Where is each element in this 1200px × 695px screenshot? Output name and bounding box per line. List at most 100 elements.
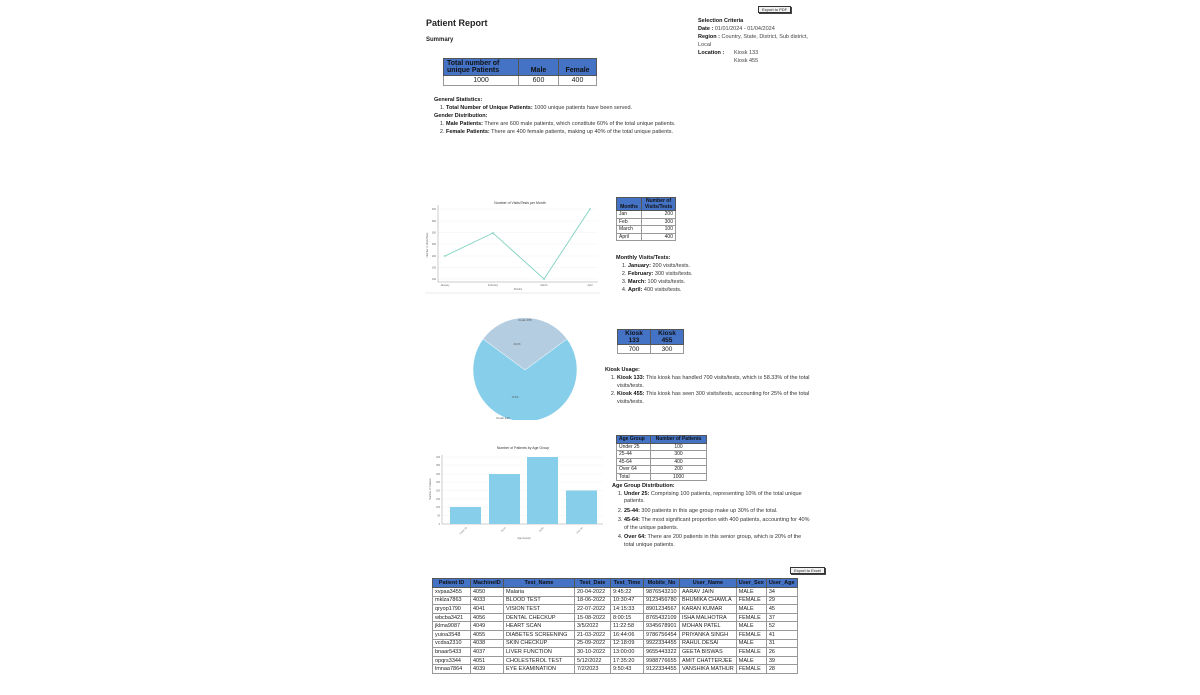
table-row: wbcba3421 4056 DENTAL CHECKUP 15-08-2022 8:0… [432, 612, 798, 623]
pie-slice-kiosk-455 [482, 317, 568, 371]
gender-heading: Gender Distribution: [434, 113, 488, 119]
svg-text:Kiosk 133: Kiosk 133 [496, 416, 510, 420]
age-group-table: Age Group Number of Patients Under 25 100… [616, 435, 707, 481]
svg-text:70.0%: 70.0% [511, 396, 519, 399]
summary-heading: Summary [426, 37, 454, 43]
date-value: 01/01/2024 - 01/04/2024 [714, 26, 775, 32]
table-row: jklma9087 4049 HEART SCAN 3/5/2022 11:22:58 9… [432, 621, 798, 631]
pie-chart-kiosk-usage: Kiosk 455 30.0% 70.0% Kiosk 133 [472, 317, 578, 420]
table-row: Over 64 200 [616, 465, 707, 474]
male-value: 600 [518, 75, 559, 86]
list-item: Over 64: There are 200 patients in this … [624, 534, 812, 549]
bar-chart-title: Number of Patients by Age Group [497, 446, 549, 450]
table-row: xvpaa3455 4050 Malaria 20-04-2022 9:45:22 987… [432, 587, 798, 597]
svg-text:150: 150 [436, 499, 441, 501]
bar-45-64 [527, 457, 558, 524]
svg-text:April: April [587, 284, 592, 287]
list-item: January: 200 visits/tests. [628, 262, 806, 270]
date-label: Date : [698, 26, 714, 32]
bar-over-64 [566, 490, 597, 524]
table-row: March 100 [616, 225, 676, 234]
pie-slice-kiosk-133 [472, 338, 578, 420]
svg-text:300: 300 [436, 474, 441, 476]
page-title: Patient Report [426, 18, 488, 28]
bar-chart-patients-by-age: Number of Patients by Age Group 400 350 30… [429, 446, 603, 540]
svg-text:0: 0 [439, 524, 441, 526]
svg-text:400: 400 [432, 208, 437, 211]
svg-text:Kiosk 455: Kiosk 455 [518, 318, 532, 322]
th-user-age: User_Age [765, 578, 798, 588]
th-user-sex: User_Sex [735, 578, 767, 588]
bar-25-44 [489, 474, 520, 524]
general-statistics-heading: General Statistics: [434, 97, 483, 103]
table-row: mklza7863 4033 BLOOD TEST 18-06-2022 10:30:4… [432, 595, 798, 606]
th-female: Female [558, 58, 597, 76]
svg-text:250: 250 [436, 482, 441, 484]
svg-text:30.0%: 30.0% [513, 343, 521, 346]
svg-text:Age Groups: Age Groups [517, 537, 531, 540]
svg-text:Over 64: Over 64 [576, 526, 584, 534]
export-excel-button[interactable]: Export to Excel [790, 567, 825, 574]
total-unique-value: 1000 [443, 75, 519, 86]
th-patient-id: Patient ID [432, 578, 471, 588]
svg-text:50: 50 [437, 516, 440, 518]
table-row: lmnaa7864 4039 EYE EXAMINATION 7/2/2023 9:50… [432, 664, 798, 674]
export-pdf-button[interactable]: Export to PDF [758, 6, 792, 13]
gender-item-male: Male Patients: There are 600 male patien… [446, 120, 764, 128]
list-item: February: 300 visits/tests. [628, 270, 806, 278]
general-statistics: General Statistics: Total Number of Uniq… [434, 96, 764, 136]
line-chart-visits-per-month: Number of Visits/Tests per Month 400 350 3… [425, 201, 600, 294]
th-total-unique: Total number of unique Patients [443, 58, 519, 76]
bar-under-25 [450, 507, 481, 524]
table-row: vcdsa2310 4038 SKIN CHECKUP 25-09-2022 12:18… [432, 638, 798, 649]
monthly-heading: Monthly Visits/Tests: [616, 255, 671, 261]
table-row: 25-44 300 [616, 450, 707, 459]
svg-text:Under 25: Under 25 [459, 526, 468, 535]
svg-text:March: March [541, 284, 549, 287]
svg-text:100: 100 [432, 278, 437, 281]
age-heading: Age Group Distribution: [612, 483, 675, 489]
svg-text:January: January [441, 284, 451, 287]
list-item: April: 400 visits/tests. [628, 286, 806, 294]
monthly-table: Months Number of Visits/Tests Jan 200 Feb… [616, 197, 676, 241]
svg-text:200: 200 [436, 491, 441, 493]
svg-text:200: 200 [432, 255, 437, 258]
svg-text:400: 400 [436, 457, 441, 459]
th-age-group: Age Group [616, 435, 651, 444]
patients-table: Patient ID MachineID Test_Name Test_Date… [432, 578, 798, 674]
th-kiosk-133: Kiosk 133 [617, 329, 651, 345]
table-row: Total 1000 [616, 472, 707, 481]
table-row: Feb 300 [616, 217, 676, 226]
kiosk-heading: Kiosk Usage: [605, 367, 640, 373]
region-label: Region : [698, 34, 720, 40]
location-label: Location : [698, 50, 725, 56]
list-item: March: 100 visits/tests. [628, 278, 806, 286]
svg-text:350: 350 [436, 465, 441, 467]
list-item: 45-64: The most significant proportion w… [624, 517, 812, 532]
location-kiosk-133: Kiosk 133 [734, 50, 759, 56]
female-value: 400 [558, 75, 597, 86]
th-number-patients: Number of Patients [650, 435, 707, 444]
table-row: yuioa3548 4055 DIABETES SCREENING 21-03-202… [432, 629, 798, 640]
criteria-heading: Selection Criteria [698, 18, 744, 24]
th-kiosk-455: Kiosk 455 [650, 329, 684, 345]
list-item: 25-44: 300 patients in this age group ma… [624, 508, 812, 516]
svg-text:350: 350 [432, 220, 437, 223]
table-row: Jan 200 [616, 210, 676, 219]
svg-text:100: 100 [436, 507, 441, 509]
kiosk-455-value: 300 [650, 344, 684, 354]
kiosk-133-value: 700 [617, 344, 651, 354]
stat-item: Total Number of Unique Patients: 1000 un… [446, 104, 764, 112]
th-test-name: Test_Name [503, 578, 575, 588]
summary-table: Total number of unique Patients Male Fem… [443, 58, 597, 86]
svg-text:Number of Patients: Number of Patients [429, 478, 432, 500]
kiosk-summary: Kiosk Usage: Kiosk 133: This kiosk has h… [605, 366, 815, 406]
th-user-name: User_Name [679, 578, 737, 588]
table-row: Under 25 100 [616, 442, 707, 451]
selection-criteria: Selection Criteria Date : 01/01/2024 - 0… [698, 17, 808, 65]
table-row: April 400 [616, 232, 676, 241]
gender-item-female: Female Patients: There are 400 female pa… [446, 128, 764, 136]
th-visits: Number of Visits/Tests [641, 197, 676, 211]
th-male: Male [518, 58, 559, 76]
table-row: bnaar5433 4037 LIVER FUNCTION 30-10-2022 13:… [432, 647, 798, 657]
